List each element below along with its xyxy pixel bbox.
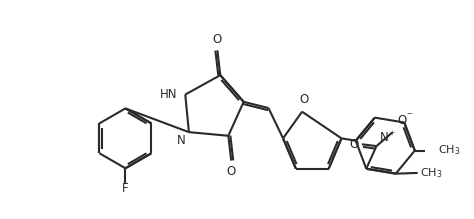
Text: N: N — [177, 134, 186, 147]
Text: $^-$: $^-$ — [405, 112, 413, 122]
Text: N: N — [380, 131, 389, 144]
Text: O: O — [227, 165, 236, 178]
Text: O: O — [397, 114, 407, 127]
Text: CH$_3$: CH$_3$ — [438, 144, 461, 157]
Text: F: F — [122, 182, 129, 195]
Text: HN: HN — [160, 88, 177, 101]
Text: CH$_3$: CH$_3$ — [420, 166, 443, 180]
Text: $^+$: $^+$ — [388, 131, 396, 141]
Text: O: O — [299, 93, 308, 106]
Text: O: O — [349, 138, 358, 151]
Text: O: O — [213, 33, 222, 46]
